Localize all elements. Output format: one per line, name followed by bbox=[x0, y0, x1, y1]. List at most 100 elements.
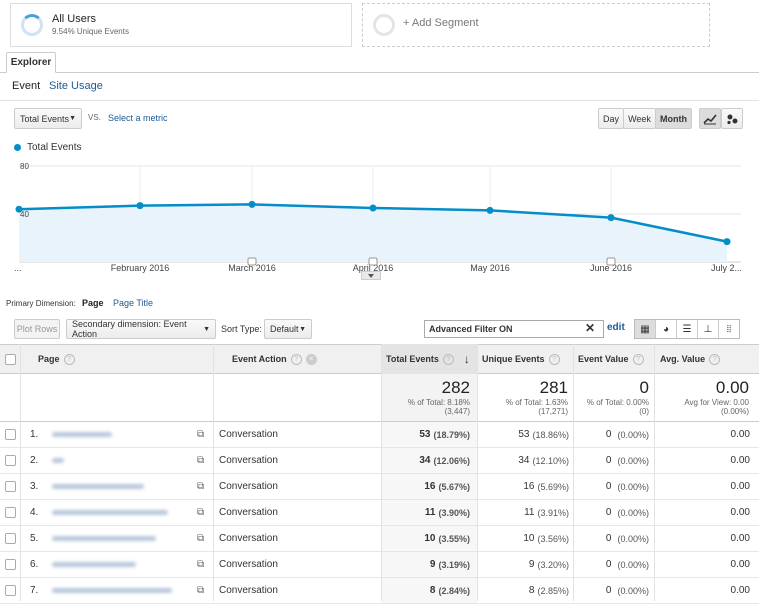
row-checkbox[interactable] bbox=[5, 585, 16, 596]
row-page-link[interactable] bbox=[52, 500, 168, 525]
row-checkbox-cell[interactable] bbox=[5, 448, 19, 473]
header-unique-events-label: Unique Events bbox=[482, 354, 545, 364]
header-total-events[interactable]: Total Events? ↓ bbox=[382, 344, 477, 374]
data-point bbox=[486, 206, 494, 214]
row-checkbox[interactable] bbox=[5, 533, 16, 544]
row-total-events-pct: (2.84%) bbox=[438, 585, 470, 596]
row-unique-events-value: 53 bbox=[518, 429, 530, 440]
row-event-value: 0 (0.00%) bbox=[573, 422, 649, 447]
subtab-site-usage[interactable]: Site Usage bbox=[49, 80, 103, 92]
row-page-link[interactable] bbox=[52, 422, 112, 447]
header-avg-value[interactable]: Avg. Value? bbox=[660, 344, 755, 374]
remove-dimension-icon[interactable]: × bbox=[305, 353, 317, 365]
subtab-divider bbox=[0, 100, 759, 101]
row-event-value: 0 (0.00%) bbox=[573, 552, 649, 577]
metric-select[interactable]: Total Events ▼ bbox=[14, 108, 82, 129]
advanced-filter-text: Advanced Filter ON bbox=[429, 324, 513, 334]
pivot-view-icon[interactable]: ⦙⦙ bbox=[726, 323, 732, 335]
row-checkbox-cell[interactable] bbox=[5, 578, 19, 603]
table-view-icon[interactable]: ▦ bbox=[635, 320, 656, 338]
x-tick-label: July 2... bbox=[711, 263, 742, 273]
open-page-icon[interactable]: ⧉ bbox=[197, 585, 205, 596]
row-event-value: 0 (0.00%) bbox=[573, 500, 649, 525]
row-checkbox-cell[interactable] bbox=[5, 526, 19, 551]
row-unique-events-value: 9 bbox=[528, 559, 535, 570]
x-tick-label: February 2016 bbox=[111, 263, 170, 273]
header-event-value[interactable]: Event Value? bbox=[578, 344, 653, 374]
granularity-day[interactable]: Day bbox=[598, 108, 624, 129]
open-page-icon[interactable]: ⧉ bbox=[197, 533, 205, 544]
row-checkbox[interactable] bbox=[5, 455, 16, 466]
header-unique-events[interactable]: Unique Events? bbox=[478, 344, 573, 374]
granularity-week[interactable]: Week bbox=[623, 108, 656, 129]
row-event-value-value: 0 bbox=[605, 533, 612, 544]
x-tick-label: ... bbox=[14, 263, 22, 273]
clear-filter-icon[interactable]: ✕ bbox=[585, 321, 596, 335]
header-event-action[interactable]: Event Action? × bbox=[232, 344, 382, 374]
row-number: 5. bbox=[30, 533, 39, 544]
row-page-link[interactable] bbox=[52, 526, 156, 551]
chart-collapse-handle[interactable] bbox=[361, 271, 381, 280]
tab-explorer[interactable]: Explorer bbox=[6, 52, 56, 73]
totals-sorted-bg bbox=[382, 374, 477, 421]
open-page-icon[interactable]: ⧉ bbox=[197, 481, 205, 492]
motion-chart-toggle[interactable] bbox=[721, 108, 743, 129]
comparison-view-icon[interactable]: ⊥ bbox=[698, 320, 719, 338]
row-event-value: 0 (0.00%) bbox=[573, 448, 649, 473]
row-checkbox[interactable] bbox=[5, 559, 16, 570]
totals-unique-events-value: 281 bbox=[539, 378, 568, 397]
plot-rows-button[interactable]: Plot Rows bbox=[14, 319, 60, 339]
row-number: 3. bbox=[30, 481, 39, 492]
select-all-checkbox[interactable] bbox=[5, 353, 16, 365]
header-select-all[interactable] bbox=[5, 344, 19, 374]
row-event-value: 0 (0.00%) bbox=[573, 578, 649, 603]
row-unique-events-pct: (12.10%) bbox=[532, 455, 569, 466]
row-sorted-bg bbox=[382, 448, 477, 473]
pie-view-icon[interactable]: ◕ bbox=[656, 320, 677, 338]
row-page-link[interactable] bbox=[52, 474, 144, 499]
granularity-month[interactable]: Month bbox=[655, 108, 692, 129]
row-sorted-bg bbox=[382, 526, 477, 551]
edit-filter-link[interactable]: edit bbox=[607, 322, 625, 333]
primary-dimension-label: Primary Dimension: bbox=[6, 299, 76, 308]
row-checkbox-cell[interactable] bbox=[5, 552, 19, 577]
row-checkbox[interactable] bbox=[5, 481, 16, 492]
secondary-dimension-label: Secondary dimension: Event Action bbox=[72, 319, 187, 339]
row-checkbox-cell[interactable] bbox=[5, 422, 19, 447]
caret-down-icon: ▼ bbox=[299, 325, 306, 333]
row-total-events-value: 10 bbox=[424, 533, 436, 544]
open-page-icon[interactable]: ⧉ bbox=[197, 507, 205, 518]
row-total-events-pct: (3.19%) bbox=[438, 559, 470, 570]
row-checkbox[interactable] bbox=[5, 507, 16, 518]
row-unique-events: 9 (3.20%) bbox=[478, 552, 569, 577]
row-checkbox[interactable] bbox=[5, 429, 16, 440]
open-page-icon[interactable]: ⧉ bbox=[197, 559, 205, 570]
row-sorted-bg bbox=[382, 578, 477, 603]
select-metric-link[interactable]: Select a metric bbox=[108, 113, 168, 123]
totals-unique-events-abs: (17,271) bbox=[538, 407, 568, 416]
row-checkbox-cell[interactable] bbox=[5, 500, 19, 525]
dimension-page-title[interactable]: Page Title bbox=[113, 298, 154, 308]
sort-type-select[interactable]: Default ▼ bbox=[264, 319, 312, 339]
row-checkbox-cell[interactable] bbox=[5, 474, 19, 499]
line-chart-toggle[interactable] bbox=[699, 108, 721, 129]
segment-all-users[interactable]: All Users 9.54% Unique Events bbox=[10, 3, 352, 47]
row-page-link[interactable] bbox=[52, 448, 64, 473]
help-icon: ? bbox=[290, 353, 302, 365]
row-avg-value: 0.00 bbox=[730, 533, 750, 544]
bar-view-icon[interactable]: ☰ bbox=[677, 320, 698, 338]
open-page-icon[interactable]: ⧉ bbox=[197, 455, 205, 466]
totals-row: 282 % of Total: 8.18% (3,447) 281 % of T… bbox=[0, 374, 759, 422]
header-page[interactable]: Page? bbox=[38, 344, 208, 374]
row-page-link[interactable] bbox=[52, 552, 136, 577]
advanced-filter-field[interactable]: Advanced Filter ON ✕ bbox=[424, 320, 604, 338]
secondary-dimension-select[interactable]: Secondary dimension: Event Action ▼ bbox=[66, 319, 216, 339]
row-sorted-bg bbox=[382, 500, 477, 525]
col-divider bbox=[477, 344, 478, 601]
dimension-page[interactable]: Page bbox=[82, 298, 104, 308]
add-segment-button[interactable]: + Add Segment bbox=[362, 3, 710, 47]
segment-ring-icon bbox=[21, 14, 43, 36]
row-page-link[interactable] bbox=[52, 578, 172, 603]
subtab-event[interactable]: Event bbox=[12, 80, 41, 92]
open-page-icon[interactable]: ⧉ bbox=[197, 429, 205, 440]
